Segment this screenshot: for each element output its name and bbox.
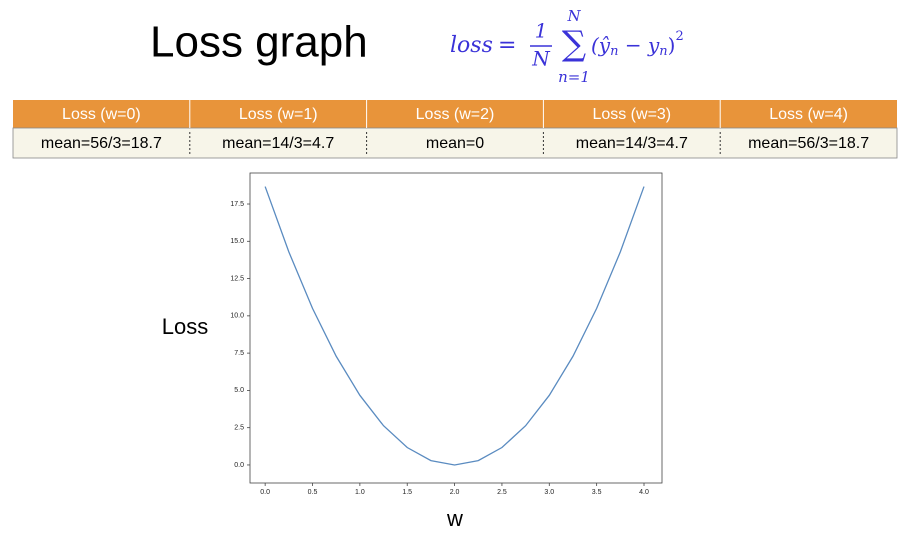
header-cell: Loss (w=0): [62, 106, 141, 123]
y-tick-label: 12.5: [230, 275, 244, 282]
y-tick-label: 5.0: [234, 387, 244, 394]
term-close: ): [668, 33, 676, 57]
plot-frame: [249, 172, 663, 484]
table-cell: mean=0: [426, 135, 484, 152]
x-tick-label: 3.5: [592, 489, 602, 496]
term-exponent: 2: [675, 29, 683, 44]
slide-title: Loss graph: [150, 18, 368, 67]
y-tick-label: 10.0: [230, 313, 244, 320]
term-sub: n: [610, 44, 618, 59]
x-tick-label: 3.0: [544, 489, 554, 496]
x-axis-label: w: [446, 506, 463, 531]
y-tick-label: 0.0: [234, 462, 244, 469]
sum-lower: n=1: [558, 68, 590, 86]
x-tick-label: 2.5: [497, 489, 507, 496]
header-cell: Loss (w=1): [239, 106, 318, 123]
formula-numerator: 1: [535, 19, 548, 43]
x-tick-label: 4.0: [639, 489, 649, 496]
x-tick-label: 0.0: [260, 489, 270, 496]
y-tick-label: 7.5: [234, 350, 244, 357]
sum-sign: ∑: [562, 24, 586, 64]
formula-denominator: N: [531, 47, 551, 71]
x-tick-label: 1.5: [402, 489, 412, 496]
formula-term: (ŷn − yn)2: [591, 29, 684, 59]
table: Loss (w=0) Loss (w=1) Loss (w=2) Loss (w=3)…: [12, 100, 898, 159]
term-minus: − y: [618, 33, 659, 57]
header-cell: Loss (w=3): [592, 106, 671, 123]
header-row: [13, 100, 897, 128]
y-tick-label: 17.5: [230, 201, 244, 208]
y-tick-label: 15.0: [230, 238, 244, 245]
table-cell: mean=14/3=4.7: [222, 135, 334, 152]
body-row: [12, 127, 898, 159]
table-cell: mean=14/3=4.7: [576, 135, 688, 152]
term-open: (ŷ: [591, 33, 611, 57]
term-sub: n: [659, 44, 667, 59]
x-tick-label: 1.0: [355, 489, 365, 496]
loss-curve: [264, 186, 645, 466]
header-cell: Loss (w=4): [769, 106, 848, 123]
formula-equals: =: [498, 33, 516, 58]
x-tick-label: 0.5: [308, 489, 318, 496]
table-cell: mean=56/3=18.7: [41, 135, 162, 152]
formula: loss = 1 N N ∑ n=1 (ŷn − yn)2: [450, 7, 684, 86]
y-tick-label: 2.5: [234, 425, 244, 432]
sum-upper: N: [566, 7, 581, 25]
header-cell: Loss (w=2): [416, 106, 495, 123]
x-tick-label: 2.0: [450, 489, 460, 496]
y-axis-label: Loss: [162, 314, 208, 339]
table-cell: mean=56/3=18.7: [748, 135, 869, 152]
formula-lhs: loss: [450, 33, 493, 58]
